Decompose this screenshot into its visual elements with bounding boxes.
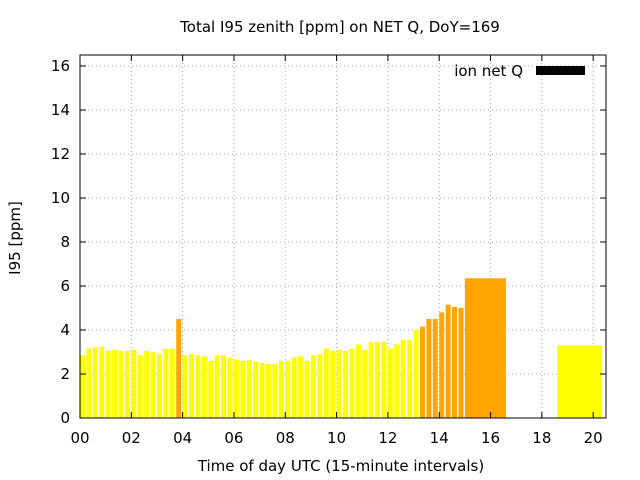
bar bbox=[137, 355, 143, 418]
y-tick-label: 6 bbox=[60, 277, 70, 295]
legend-label: ion net Q bbox=[454, 62, 523, 80]
bar bbox=[131, 349, 137, 418]
y-tick-label: 2 bbox=[60, 365, 70, 383]
y-tick-label: 10 bbox=[51, 189, 70, 207]
legend-swatch bbox=[536, 66, 585, 75]
bar bbox=[105, 350, 111, 418]
bar bbox=[413, 330, 419, 418]
bar bbox=[336, 349, 342, 418]
bar bbox=[407, 339, 413, 418]
bar bbox=[400, 339, 406, 418]
bar bbox=[375, 342, 381, 418]
bar bbox=[445, 304, 451, 418]
bar bbox=[317, 354, 323, 418]
bar bbox=[349, 348, 355, 418]
bar bbox=[259, 363, 265, 418]
bar bbox=[266, 364, 272, 418]
bar bbox=[112, 349, 118, 418]
y-tick-label: 0 bbox=[60, 409, 70, 427]
bar bbox=[278, 360, 284, 418]
bar bbox=[80, 355, 86, 418]
bar bbox=[387, 348, 393, 418]
bar bbox=[156, 354, 162, 418]
bar bbox=[144, 350, 150, 418]
bar bbox=[458, 308, 464, 418]
x-tick-label: 20 bbox=[584, 429, 603, 447]
bar bbox=[208, 360, 214, 418]
bar bbox=[233, 359, 239, 418]
grid bbox=[80, 55, 606, 418]
legend: ion net Q bbox=[454, 62, 585, 80]
x-tick-label: 16 bbox=[481, 429, 500, 447]
bar bbox=[124, 350, 130, 418]
y-tick-label: 14 bbox=[51, 101, 70, 119]
x-tick-label: 18 bbox=[532, 429, 551, 447]
bar bbox=[118, 350, 124, 418]
bar bbox=[246, 359, 252, 418]
bar bbox=[189, 354, 195, 418]
bar bbox=[227, 357, 233, 418]
chart-title: Total I95 zenith [ppm] on NET Q, DoY=169 bbox=[179, 18, 500, 36]
x-tick-label: 06 bbox=[224, 429, 243, 447]
bar bbox=[285, 360, 291, 418]
x-tick-label: 04 bbox=[173, 429, 192, 447]
x-tick-label: 02 bbox=[122, 429, 141, 447]
bar bbox=[253, 361, 259, 418]
bar bbox=[368, 342, 374, 418]
bar bbox=[99, 346, 105, 418]
bar bbox=[439, 312, 445, 418]
bar bbox=[92, 347, 98, 418]
bar bbox=[240, 360, 246, 418]
y-tick-label: 12 bbox=[51, 145, 70, 163]
bar bbox=[182, 355, 188, 418]
y-tick-label: 4 bbox=[60, 321, 70, 339]
bar bbox=[163, 348, 169, 418]
bar bbox=[272, 364, 278, 418]
x-tick-label: 10 bbox=[327, 429, 346, 447]
bar bbox=[310, 355, 316, 418]
bar bbox=[452, 306, 458, 418]
bar bbox=[86, 348, 92, 418]
bar bbox=[426, 319, 432, 418]
x-tick-label: 14 bbox=[430, 429, 449, 447]
x-axis-label: Time of day UTC (15-minute intervals) bbox=[197, 457, 484, 475]
bar bbox=[557, 345, 603, 418]
bar bbox=[176, 319, 182, 418]
plot-frame bbox=[79, 54, 607, 419]
bar bbox=[381, 342, 387, 418]
bars bbox=[80, 278, 603, 418]
x-tick-label: 08 bbox=[276, 429, 295, 447]
bar bbox=[330, 350, 336, 418]
x-tick-label: 12 bbox=[378, 429, 397, 447]
bar bbox=[394, 344, 400, 418]
y-tick-label: 8 bbox=[60, 233, 70, 251]
bar bbox=[323, 348, 329, 418]
bar bbox=[221, 355, 227, 418]
bar bbox=[362, 349, 368, 418]
bar bbox=[150, 352, 156, 418]
bar bbox=[432, 319, 438, 418]
bar bbox=[291, 357, 297, 418]
bar bbox=[419, 326, 425, 418]
y-tick-label: 16 bbox=[51, 57, 70, 75]
bar bbox=[343, 350, 349, 418]
bar bbox=[195, 355, 201, 418]
bar bbox=[214, 355, 220, 418]
bar bbox=[201, 356, 207, 418]
y-axis-label: I95 [ppm] bbox=[6, 201, 24, 275]
bar bbox=[298, 356, 304, 418]
bar bbox=[355, 344, 361, 418]
bar bbox=[169, 348, 175, 418]
x-tick-label: 00 bbox=[70, 429, 89, 447]
bar bbox=[464, 278, 506, 418]
bar bbox=[304, 360, 310, 418]
